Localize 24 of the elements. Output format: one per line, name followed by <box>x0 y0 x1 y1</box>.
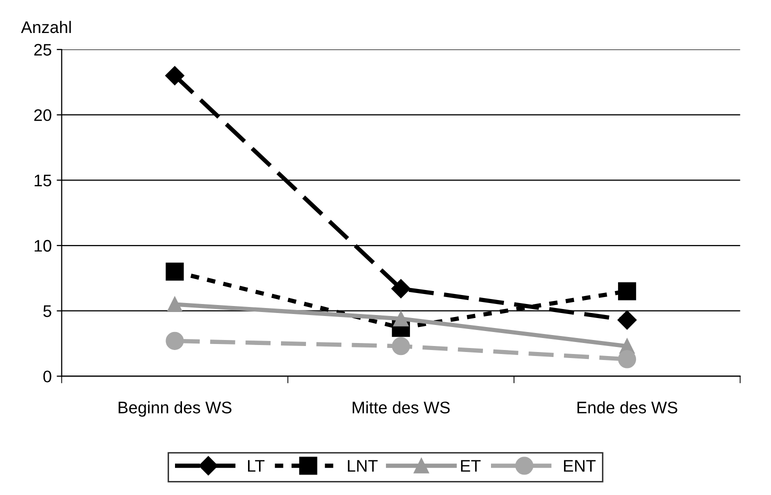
x-tick-label: Ende des WS <box>577 401 678 414</box>
y-tick-label: 15 <box>34 174 52 186</box>
point <box>166 262 184 281</box>
x-tick-label: Mitte des WS <box>352 401 450 414</box>
legend-label: LNT <box>348 460 378 472</box>
point <box>393 311 409 326</box>
legend-label: ET <box>461 460 481 472</box>
point <box>167 296 182 312</box>
point <box>391 279 410 298</box>
y-tick-label: 0 <box>43 370 52 382</box>
point <box>165 66 184 86</box>
legend-label: ENT <box>564 460 596 472</box>
x-tick-label: Beginn des WS <box>118 401 232 417</box>
point <box>618 282 636 300</box>
point <box>618 310 637 330</box>
legend-label: LT <box>248 460 265 472</box>
point <box>166 332 184 350</box>
point <box>392 337 410 356</box>
y-tick-label: 20 <box>34 109 52 122</box>
y-axis-title: Anzahl <box>21 20 71 34</box>
y-tick-label: 10 <box>34 240 52 252</box>
y-tick-label: 25 <box>34 44 52 56</box>
y-tick-label: 5 <box>43 305 52 318</box>
point <box>618 350 636 368</box>
